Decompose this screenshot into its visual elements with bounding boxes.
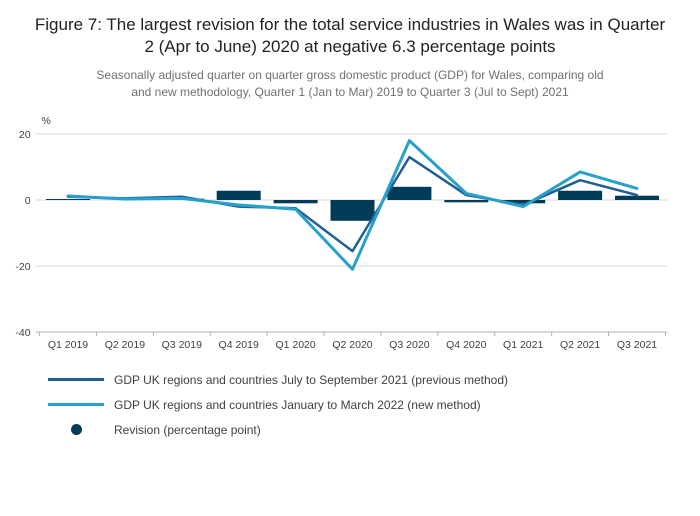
y-tick-label: -40 bbox=[15, 327, 30, 339]
revision-bar bbox=[46, 198, 90, 200]
legend-label-previous: GDP UK regions and countries July to Sep… bbox=[114, 372, 508, 387]
figure-title: Figure 7: The largest revision for the t… bbox=[34, 15, 666, 57]
legend-item-new-method: GDP UK regions and countries January to … bbox=[48, 398, 700, 412]
legend-label-new: GDP UK regions and countries January to … bbox=[114, 397, 481, 412]
revision-bar bbox=[501, 199, 546, 203]
x-tick-label: Q2 2020 bbox=[332, 339, 372, 351]
chart-area: 20 0 -20 -40% Q1 2019 Q2 2019 Q3 2019 Q4 2019 Q1… bbox=[0, 110, 700, 367]
revision-bar bbox=[444, 199, 489, 202]
y-tick-label: 0 bbox=[25, 195, 31, 207]
revision-bar bbox=[615, 195, 659, 200]
chart-svg: 20 0 -20 -40% Q1 2019 Q2 2019 Q3 2019 Q4 2019 Q1… bbox=[15, 115, 668, 351]
chart-legend: GDP UK regions and countries July to Sep… bbox=[48, 373, 700, 437]
x-tick-label: Q4 2019 bbox=[219, 339, 259, 351]
x-tick-label: Q2 2021 bbox=[560, 339, 600, 351]
y-tick-label: 20 bbox=[19, 129, 31, 141]
new-method-line bbox=[66, 138, 639, 271]
x-tick-label: Q3 2021 bbox=[617, 339, 657, 351]
legend-line-swatch-new bbox=[48, 403, 104, 407]
revision-bar bbox=[387, 186, 432, 200]
legend-dot-swatch-revision bbox=[48, 424, 104, 436]
legend-label-revision: Revision (percentage point) bbox=[114, 422, 261, 437]
x-tick-label: Q1 2020 bbox=[275, 339, 315, 351]
revision-bar bbox=[330, 199, 375, 221]
x-tick-label: Q1 2021 bbox=[503, 339, 543, 351]
legend-item-previous-method: GDP UK regions and countries July to Sep… bbox=[48, 373, 700, 387]
figure-container: Figure 7: The largest revision for the t… bbox=[0, 14, 700, 516]
x-tick-label: Q1 2019 bbox=[48, 339, 88, 351]
revision-bar bbox=[216, 190, 261, 200]
figure-subtitle: Seasonally adjusted quarter on quarter g… bbox=[96, 67, 604, 100]
x-tick-label: Q2 2019 bbox=[105, 339, 145, 351]
revision-bar bbox=[273, 199, 318, 203]
legend-line-swatch-previous bbox=[48, 378, 104, 382]
x-tick-label: Q3 2020 bbox=[389, 339, 429, 351]
revision-bar bbox=[558, 190, 603, 200]
y-tick-label: -20 bbox=[15, 261, 30, 273]
legend-item-revision: Revision (percentage point) bbox=[48, 423, 700, 437]
y-axis-unit-label: % bbox=[42, 115, 51, 127]
x-tick-label: Q3 2019 bbox=[162, 339, 202, 351]
x-tick-label: Q4 2020 bbox=[446, 339, 486, 351]
